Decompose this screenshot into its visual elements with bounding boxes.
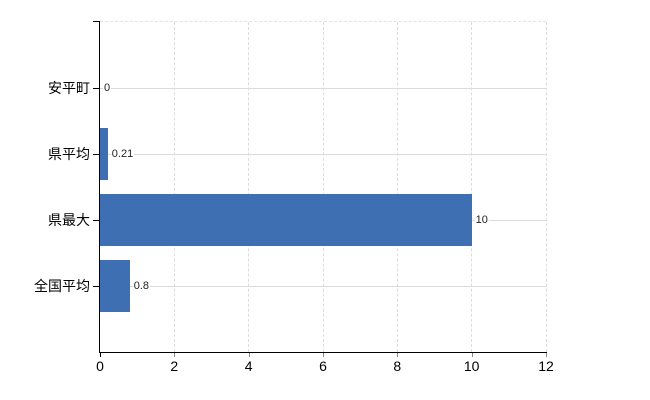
vertical-gridline (396, 22, 398, 352)
x-tick-label: 2 (170, 358, 179, 374)
x-tick-label: 10 (463, 358, 480, 374)
vertical-gridline (545, 22, 547, 352)
y-axis-line (99, 21, 100, 353)
x-tick-label: 4 (244, 358, 253, 374)
category-label-0: 安平町 (48, 80, 90, 96)
x-axis-tick (471, 353, 473, 357)
x-axis-tick (100, 353, 101, 357)
bar-2 (100, 194, 472, 246)
x-axis-tick (174, 353, 176, 357)
y-axis-tick (93, 285, 99, 287)
category-gridline (100, 153, 546, 155)
x-tick-label: 0 (96, 358, 104, 374)
x-axis-tick (397, 353, 399, 357)
vertical-gridline (173, 22, 175, 352)
x-axis-tick (546, 353, 547, 357)
y-axis-tick (93, 153, 99, 155)
x-axis-line (99, 352, 547, 353)
category-label-1: 県平均 (48, 146, 90, 162)
x-axis-tick (248, 353, 250, 357)
y-axis-end-tick (93, 21, 99, 22)
x-tick-label: 8 (393, 358, 402, 374)
x-tick-label: 12 (538, 358, 554, 374)
vertical-gridline (471, 22, 473, 352)
x-tick-label: 6 (319, 358, 327, 374)
category-label-2: 県最大 (48, 212, 90, 228)
bar-1 (100, 128, 108, 180)
vertical-gridline (322, 22, 324, 352)
category-gridline (100, 285, 546, 287)
y-axis-tick (93, 219, 99, 221)
bar-3 (100, 260, 130, 312)
x-axis-tick (323, 353, 324, 357)
category-label-3: 全国平均 (34, 278, 90, 294)
plot-top-border (100, 21, 546, 22)
category-gridline (100, 87, 546, 89)
y-axis-tick (93, 87, 99, 89)
value-label-3: 0.8 (132, 279, 151, 293)
vertical-gridline (248, 22, 250, 352)
value-label-0: 0 (103, 81, 112, 95)
value-label-2: 10 (474, 213, 489, 227)
value-label-1: 0.21 (110, 147, 135, 161)
